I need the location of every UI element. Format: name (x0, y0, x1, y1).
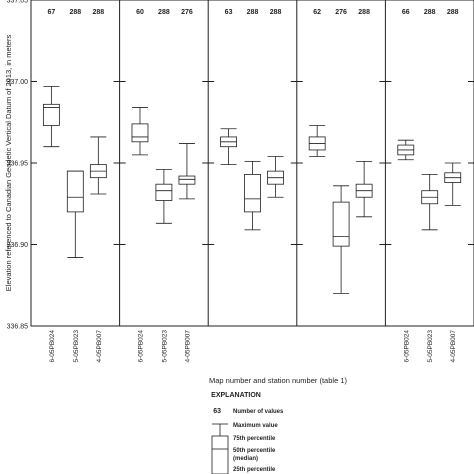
y-tick-label: 336.90 (7, 242, 29, 249)
explanation-count-example: 63 (213, 408, 221, 415)
x-category-label: 4-05PB007 (450, 330, 457, 363)
count-label: 288 (424, 9, 436, 16)
iqr-box (332, 201, 350, 247)
iqr-box (66, 170, 84, 213)
explanation-p25-label: 25th percentile (233, 467, 276, 473)
x-category-label: 6-05PB024 (137, 330, 144, 363)
count-label: 288 (69, 9, 81, 16)
explanation-title: EXPLANATION (211, 392, 261, 399)
explanation-max-label: Maximum value (233, 423, 278, 429)
iqr-box (131, 123, 149, 143)
x-axis-title: Map number and station number (table 1) (209, 376, 347, 385)
count-label: 60 (136, 9, 144, 16)
count-label: 288 (358, 9, 370, 16)
count-label: 288 (158, 9, 170, 16)
panels: 67 288 288 60 288 276 63 288 288 62 276 288 66 288 288 (42, 9, 462, 294)
iqr-box (178, 175, 196, 185)
explanation-p50-label-1: 50th percentile (233, 448, 276, 454)
panel-1: 67 288 288 (42, 9, 107, 258)
panel-2: 60 288 276 (131, 9, 196, 224)
iqr-box (244, 174, 261, 213)
count-label: 63 (225, 9, 233, 16)
panel-3: 63 288 288 (220, 9, 284, 231)
x-category-label: 5-05PB023 (427, 330, 434, 363)
y-tick-label: 336.95 (7, 161, 29, 168)
panel-5: 66 288 288 (397, 9, 462, 231)
explanation-p75-label: 75th percentile (233, 436, 276, 442)
x-category-label: 6-05PB024 (49, 330, 56, 363)
panel-4: 62 276 288 (308, 9, 373, 294)
count-label: 66 (402, 9, 410, 16)
x-category-label: 6-05PB024 (403, 330, 410, 363)
count-label: 67 (47, 9, 55, 16)
count-label: 288 (270, 9, 282, 16)
x-category-label: 4-05PB007 (184, 330, 191, 363)
explanation-box (211, 435, 229, 474)
y-tick-label: 336.85 (7, 324, 29, 331)
iqr-box (155, 183, 173, 201)
y-axis-title: Elevation referenced to Canadian Geodeti… (4, 35, 13, 292)
x-category-labels: 6-05PB024 5-05PB023 4-05PB007 6-05PB024 5-05… (49, 330, 457, 363)
count-label: 276 (335, 9, 347, 16)
x-category-label: 4-05PB007 (96, 330, 103, 363)
x-category-label: 5-05PB023 (73, 330, 80, 363)
count-label: 288 (92, 9, 104, 16)
explanation-count-label: Number of values (233, 409, 284, 415)
count-label: 288 (447, 9, 459, 16)
y-tick-label: 337.05 (7, 0, 29, 5)
explanation-legend: EXPLANATION 63 Number of values Maximum … (211, 392, 284, 474)
count-label: 62 (313, 9, 321, 16)
count-label: 288 (247, 9, 259, 16)
x-category-label: 5-05PB023 (161, 330, 168, 363)
iqr-box (42, 103, 60, 126)
y-tick-label: 337.00 (7, 79, 29, 86)
y-axis: 336.85 336.90 336.95 337.00 337.05 (7, 0, 474, 331)
explanation-p50-label-2: (median) (233, 456, 258, 462)
count-label: 276 (181, 9, 193, 16)
